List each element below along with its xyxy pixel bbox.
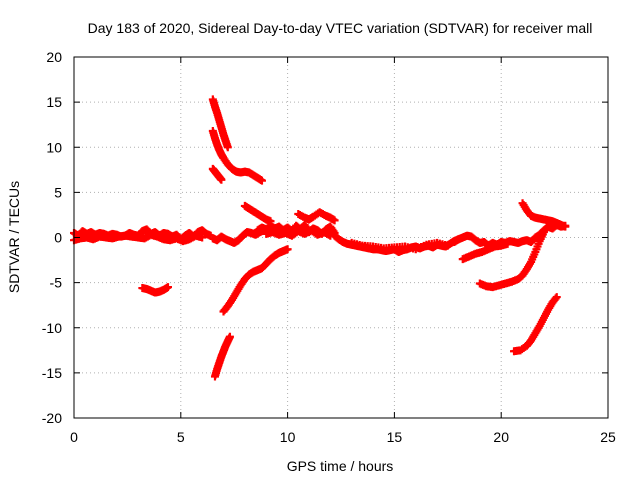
y-axis-label: SDTVAR / TECUs — [6, 181, 22, 293]
y-tick-label: -20 — [42, 410, 62, 426]
series-arc-6.5-7.2h-high — [208, 95, 232, 152]
data-point — [198, 233, 207, 242]
y-tick-label: 15 — [46, 94, 62, 110]
data-layer — [70, 95, 570, 381]
data-point — [561, 222, 570, 231]
x-tick-label: 5 — [177, 429, 185, 445]
series-baseline-0-5h-lower — [70, 230, 207, 246]
y-tick-label: -5 — [50, 275, 63, 291]
series-arc-11-12h-up — [294, 208, 339, 225]
series-arc-3-4.5h-neg — [138, 283, 172, 297]
data-point — [266, 217, 275, 226]
series-arc-6.5-7.3h-steep — [210, 332, 234, 381]
y-tick-label: 20 — [46, 49, 62, 65]
series-arc-21-23h — [518, 199, 570, 231]
series-arc-8-9h-up — [240, 201, 275, 226]
series-arc-19-22h-rise — [475, 228, 548, 292]
y-tick-label: -10 — [42, 320, 62, 336]
y-tick-label: 0 — [54, 230, 62, 246]
data-point — [257, 176, 266, 185]
y-tick-label: 10 — [46, 139, 62, 155]
x-axis-label: GPS time / hours — [287, 458, 394, 474]
x-tick-label: 10 — [280, 429, 296, 445]
x-tick-label: 15 — [387, 429, 403, 445]
x-tick-label: 20 — [493, 429, 509, 445]
y-tick-label: -15 — [42, 365, 62, 381]
data-point — [225, 332, 234, 341]
x-tick-label: 25 — [600, 429, 616, 445]
data-point — [503, 239, 512, 248]
data-point — [217, 175, 226, 184]
series-baseline-8-12h-lower — [262, 226, 335, 240]
data-point — [223, 143, 232, 152]
series-arc-20.5-22.5h-rise — [510, 293, 561, 356]
data-point — [163, 283, 172, 292]
series-arc-7-10h-rise — [219, 245, 292, 316]
series-arc-6.5-7h-short — [208, 164, 226, 184]
series-arc-6.5-9h-mid — [208, 127, 266, 185]
ticks: 0 5 10 15 20 25 -20 -15 -10 -5 0 5 10 15 20 — [42, 49, 616, 445]
data-point — [539, 228, 548, 237]
data-point — [283, 245, 292, 254]
x-tick-label: 0 — [70, 429, 78, 445]
chart-title: Day 183 of 2020, Sidereal Day-to-day VTE… — [88, 20, 593, 36]
data-point — [330, 216, 339, 225]
series-baseline-12-18h-lower — [347, 238, 452, 254]
data-point — [443, 241, 452, 250]
series-arc-18-20h-lower — [458, 239, 512, 264]
data-point — [552, 293, 561, 302]
y-tick-label: 5 — [54, 184, 62, 200]
